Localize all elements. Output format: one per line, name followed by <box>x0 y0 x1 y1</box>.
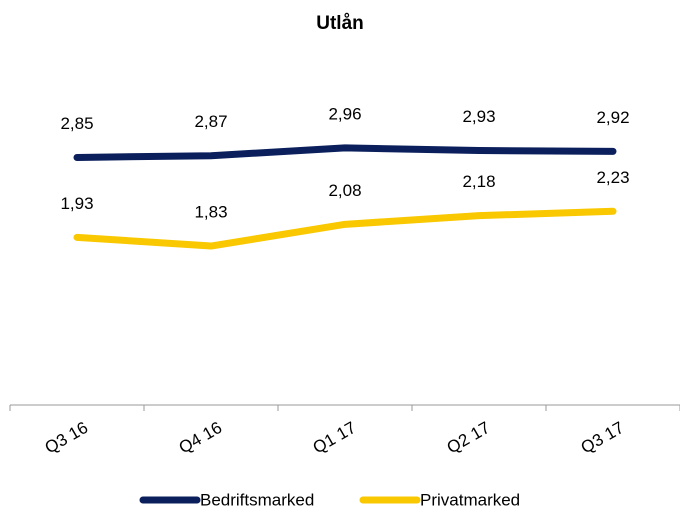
x-tick-label: Q2 17 <box>444 418 494 458</box>
x-tick-label: Q1 17 <box>310 418 360 458</box>
data-label: 2,18 <box>462 172 495 191</box>
data-label: 2,23 <box>596 168 629 187</box>
data-label: 2,85 <box>60 114 93 133</box>
series-line <box>73 144 617 161</box>
series-line <box>73 207 617 250</box>
x-tick-label: Q4 16 <box>176 418 226 458</box>
data-label: 2,93 <box>462 107 495 126</box>
legend-label: Bedriftsmarked <box>200 490 314 509</box>
data-label: 1,93 <box>60 194 93 213</box>
data-label: 1,83 <box>194 203 227 222</box>
data-label: 2,87 <box>194 112 227 131</box>
chart-title: Utlån <box>316 13 364 34</box>
x-tick-label: Q3 16 <box>42 418 92 458</box>
x-tick-label: Q3 17 <box>578 418 628 458</box>
data-label: 2,92 <box>596 108 629 127</box>
data-label: 2,96 <box>328 104 361 123</box>
data-label: 2,08 <box>328 181 361 200</box>
legend-label: Privatmarked <box>420 490 520 509</box>
